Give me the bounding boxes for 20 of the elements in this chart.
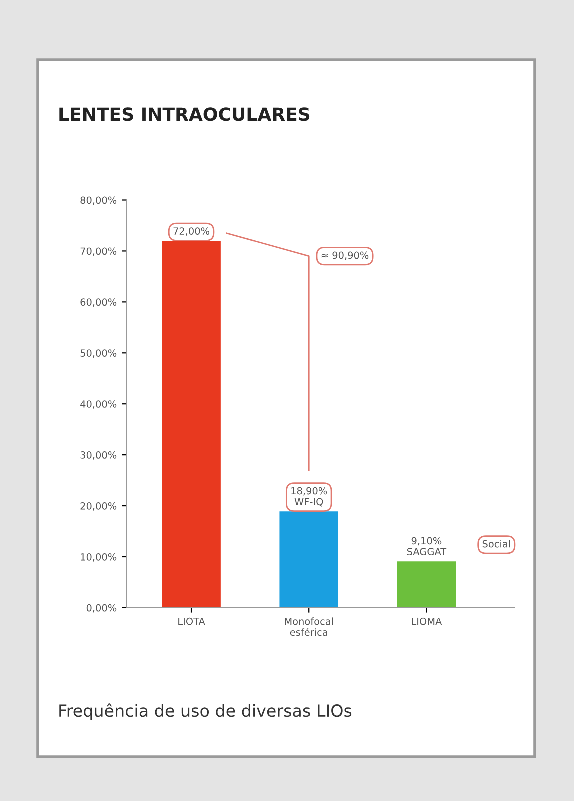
text: Frequência de uso de diversas LIOs	[60, 704, 352, 720]
data-label: 9,10% SAGGAT	[407, 537, 447, 556]
annotation: Social	[482, 540, 510, 548]
y-tick-label: 60,00%	[80, 298, 117, 307]
y-tick-label: 50,00%	[80, 350, 117, 358]
data-label: 18,90% WF-IQ	[292, 487, 328, 507]
y-tick-label: 20,00%	[80, 502, 117, 511]
data-label: 72,00%	[174, 228, 210, 236]
x-tick-label: LIOTA	[178, 618, 206, 626]
y-tick-label: 80,00%	[80, 196, 117, 206]
x-tick-label: Monofocal esférica	[285, 618, 334, 636]
y-tick-label: 70,00%	[80, 248, 117, 256]
chart-title: LENTES INTRAOCULARES	[60, 108, 310, 122]
y-tick-label: 10,00%	[81, 553, 117, 562]
y-tick-label: 30,00%	[80, 452, 117, 460]
annotation: ≈ 90,90%	[322, 252, 369, 260]
y-tick-label: 0,00%	[86, 604, 117, 613]
bar	[397, 562, 456, 608]
y-tick-label: 40,00%	[80, 400, 117, 409]
x-tick-label: LIOMA	[412, 618, 442, 626]
